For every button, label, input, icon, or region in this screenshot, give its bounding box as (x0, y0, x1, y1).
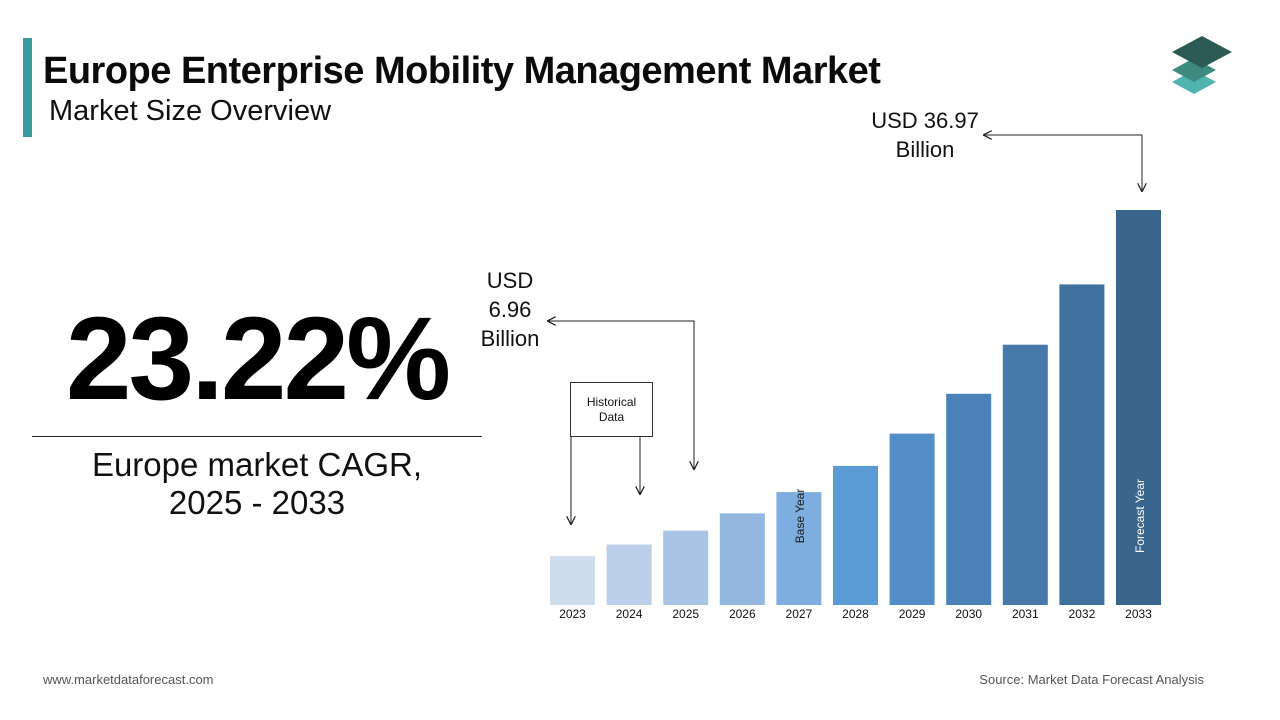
cagr-caption-line2: 2025 - 2033 (168, 484, 346, 521)
callout-2025-line2: 6.96 (488, 297, 532, 322)
bar-2030 (946, 393, 992, 605)
x-tick-labels: 2023 2024 2025 2026 2027 2028 2029 2030 2031 2032… (559, 607, 1152, 621)
x-tick-label-2033: 2033 (1125, 607, 1152, 621)
cagr-value: 23.22% (65, 293, 451, 425)
bar-2032 (1059, 284, 1105, 605)
bar-2028 (833, 465, 878, 605)
cagr-divider (32, 436, 482, 437)
callout-2025-value: USD 6.96 Billion (470, 266, 550, 353)
logo-layer-top (1172, 36, 1232, 68)
x-tick-label-2026: 2026 (729, 607, 756, 621)
callout-2025-line1: USD (486, 268, 534, 293)
page-title: Europe Enterprise Mobility Management Ma… (43, 50, 881, 92)
callout-2033-line1: USD 36.97 (871, 108, 979, 133)
x-tick-label-2029: 2029 (899, 607, 926, 621)
company-logo-icon (1172, 36, 1232, 94)
callout-arrow-2033 (984, 135, 1142, 191)
x-tick-label-2030: 2030 (955, 607, 982, 621)
historical-data-box: Historical Data (570, 382, 653, 437)
x-tick-label-2028: 2028 (842, 607, 869, 621)
x-tick-label-2024: 2024 (616, 607, 643, 621)
x-tick-label-2025: 2025 (672, 607, 699, 621)
bar-2027 (776, 492, 822, 605)
historical-data-line2: Data (598, 409, 625, 424)
x-tick-label-2032: 2032 (1069, 607, 1096, 621)
bars-layer (550, 210, 1161, 605)
forecast-year-label: Forecast Year (1133, 479, 1147, 553)
bar-2031 (1002, 344, 1048, 605)
website-link[interactable]: www.marketdataforecast.com (43, 672, 214, 687)
bar-2026 (719, 513, 765, 605)
bar-2033 (1116, 210, 1161, 605)
historical-data-line1: Historical (586, 394, 637, 409)
callout-2033-value: USD 36.97 Billion (860, 106, 990, 164)
bar-2024 (606, 544, 652, 605)
title-accent-bar (23, 38, 32, 137)
base-year-label: Base Year (793, 489, 807, 544)
page-subtitle: Market Size Overview (49, 95, 332, 127)
bar-2025 (663, 530, 709, 605)
callout-2025-line3: Billion (480, 326, 540, 351)
x-tick-label-2023: 2023 (559, 607, 586, 621)
cagr-caption: Europe market CAGR, 2025 - 2033 (32, 446, 482, 522)
bar-2029 (889, 433, 935, 605)
x-tick-label-2031: 2031 (1012, 607, 1039, 621)
callout-2033-line2: Billion (895, 137, 955, 162)
source-note: Source: Market Data Forecast Analysis (979, 672, 1204, 687)
callout-arrow-2025 (548, 321, 694, 469)
cagr-caption-line1: Europe market CAGR, (91, 446, 423, 483)
bar-2023 (550, 555, 595, 605)
annotation-arrows (548, 135, 1142, 524)
x-tick-label-2027: 2027 (786, 607, 813, 621)
